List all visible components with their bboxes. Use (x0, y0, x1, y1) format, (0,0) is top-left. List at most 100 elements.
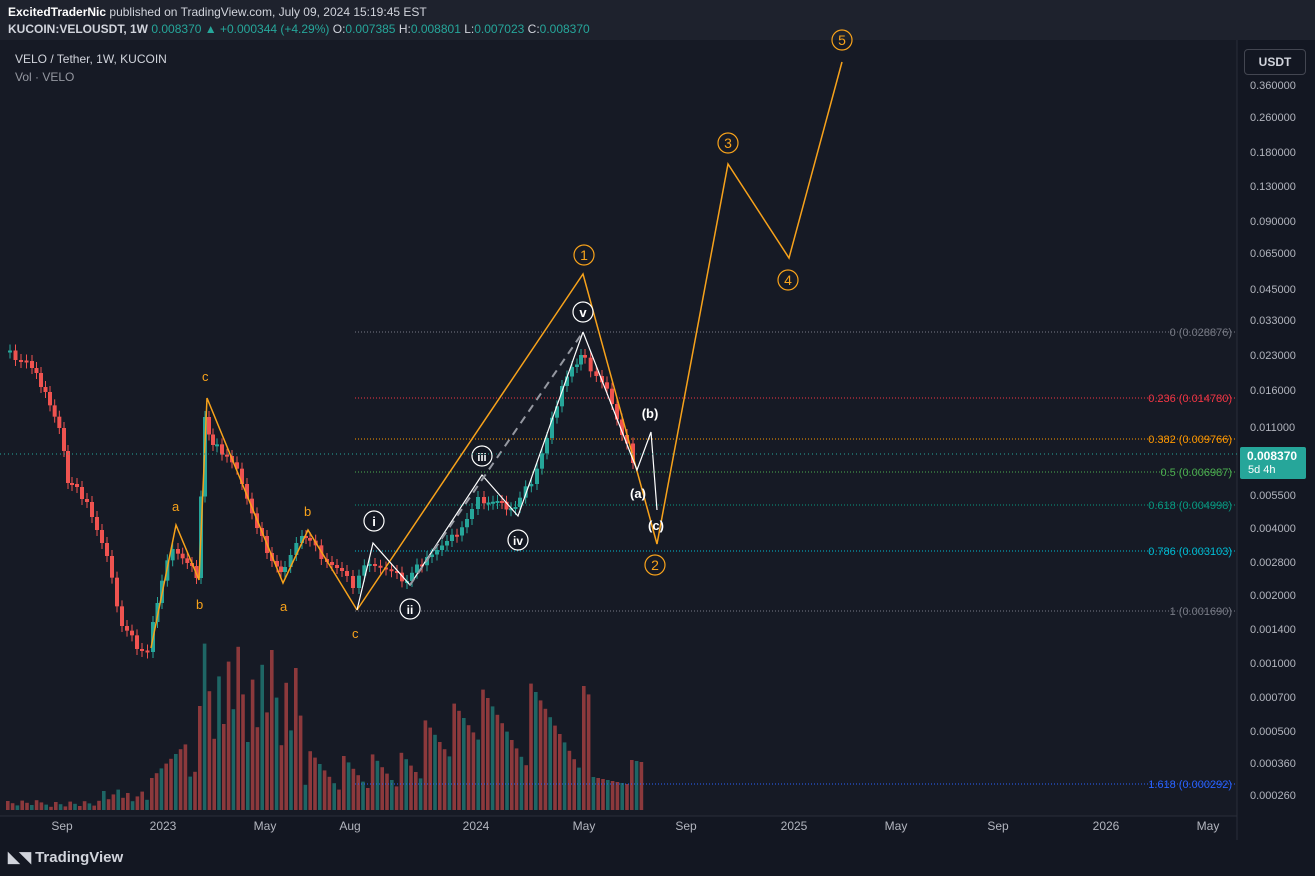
price-axis-label: 0.090000 (1250, 216, 1296, 228)
wave-label-3: 3 (717, 132, 739, 154)
price-axis-label: 0.000260 (1250, 790, 1296, 802)
white-corrective-line[interactable] (582, 331, 658, 511)
candle-body (605, 382, 609, 389)
last-price-tag: 0.008370 5d 4h (1240, 447, 1306, 479)
price-axis-label: 0.180000 (1250, 147, 1296, 159)
candle-body (415, 564, 419, 573)
price-axis-label: 0.001000 (1250, 658, 1296, 670)
volume-bar (639, 762, 644, 810)
candle-body (445, 541, 449, 546)
volume-bar (620, 783, 624, 810)
volume-bar (591, 777, 596, 810)
chart-legend-title: VELO / Tether, 1W, KUCOIN (15, 52, 167, 66)
volume-bar (92, 805, 96, 810)
fib-retracement[interactable]: 0 (0.028876) 0.236 (0.014780) 0.382 (0.009… (355, 327, 1237, 791)
tradingview-logo[interactable]: ◣◥ TradingView (8, 848, 123, 867)
wave-label-iv: iv (507, 529, 529, 551)
volume-bar (135, 796, 140, 810)
wave-label-c1: c (202, 369, 209, 384)
time-axis-label: May (573, 819, 596, 833)
fib-level-label: 1.618 (0.000292) (1148, 779, 1232, 791)
svg-text:i: i (372, 514, 376, 529)
open-value: 0.007385 (345, 22, 396, 36)
volume-bar (375, 760, 380, 810)
candle-body (378, 565, 383, 568)
volume-bar (452, 703, 456, 810)
fib-level-label: 0.236 (0.014780) (1148, 393, 1232, 405)
candle-body (245, 484, 249, 499)
candle-body (300, 536, 304, 543)
volume-bar (510, 740, 514, 810)
volume-bar (409, 765, 413, 810)
volume-bar (298, 715, 303, 810)
orange-abc-line-1[interactable] (150, 397, 358, 649)
candle-body (504, 501, 509, 510)
elliott-wave-drawing[interactable]: a b c a b c i ii iii iv v (a) (b) (c) 1 … (150, 29, 853, 649)
price-axis-label: 0.005500 (1250, 490, 1296, 502)
candle-body (207, 417, 211, 435)
candle-body (395, 571, 399, 573)
candle-body (482, 497, 486, 504)
chart-legend-volume: Vol · VELO (15, 70, 75, 84)
volume-bar (630, 760, 634, 810)
price-axis[interactable]: 0.360000 0.260000 0.180000 0.130000 0.090000… (1250, 80, 1296, 802)
volume-bar (154, 773, 159, 810)
volume-bar (231, 709, 236, 810)
volume-bar (519, 756, 524, 810)
candle-body (570, 367, 574, 377)
volume-bar (68, 801, 72, 810)
volume-bar (82, 801, 87, 810)
tradingview-icon: ◣◥ (8, 849, 32, 866)
svg-text:iii: iii (477, 452, 486, 464)
volume-bar (150, 778, 154, 810)
candle-body (90, 502, 94, 517)
candle-body (367, 564, 372, 566)
volume-bar (159, 768, 164, 810)
volume-bar (270, 650, 274, 810)
wave-label-iii: iii (471, 445, 493, 467)
volume-bar (582, 686, 586, 810)
candle-body (48, 392, 52, 406)
candle-body (509, 508, 513, 511)
orange-impulse-line[interactable] (356, 61, 843, 611)
volume-bar (202, 643, 207, 810)
candle-body (460, 527, 464, 536)
volume-bar (25, 802, 29, 810)
volume-bar (241, 694, 245, 810)
candle-body (110, 556, 114, 578)
volume-bar (217, 676, 221, 810)
dashed-trendline[interactable] (409, 331, 584, 586)
svg-text:1: 1 (580, 247, 588, 263)
wave-label-i: i (363, 510, 385, 532)
low-label: L: (464, 22, 475, 36)
volume-bar (577, 767, 581, 810)
candle-body (288, 555, 293, 567)
volume-bar (332, 783, 336, 810)
fib-level-label: 0 (0.028876) (1170, 327, 1232, 339)
wave-label-b1: b (196, 597, 203, 612)
volume-bar (63, 806, 68, 810)
volume-bar (198, 706, 202, 810)
white-impulse-line[interactable] (356, 331, 584, 611)
volume-bar (322, 770, 327, 810)
footer-bar (0, 840, 1315, 876)
time-axis[interactable]: Sep 2023 May Aug 2024 May Sep 2025 May Sep 2026 May (51, 819, 1219, 833)
volume-bar (106, 799, 111, 810)
currency-button[interactable]: USDT (1244, 49, 1306, 75)
candle-body (594, 371, 599, 376)
volume-bar (370, 754, 375, 810)
svg-text:iv: iv (513, 534, 523, 548)
volume-bar (634, 761, 639, 810)
candle-body (535, 468, 539, 484)
volume-bar (140, 791, 144, 810)
candle-body (440, 545, 444, 550)
author-name[interactable]: ExcitedTraderNic (8, 5, 107, 19)
price-axis-label: 0.016000 (1250, 385, 1296, 397)
volume-bar (524, 765, 528, 810)
volume-bar (399, 752, 404, 810)
candle-body (345, 571, 349, 576)
fib-level-label: 0.618 (0.004998) (1148, 500, 1232, 512)
price-tag-value: 0.008370 (1247, 449, 1298, 463)
price-axis-label: 0.260000 (1250, 112, 1296, 124)
